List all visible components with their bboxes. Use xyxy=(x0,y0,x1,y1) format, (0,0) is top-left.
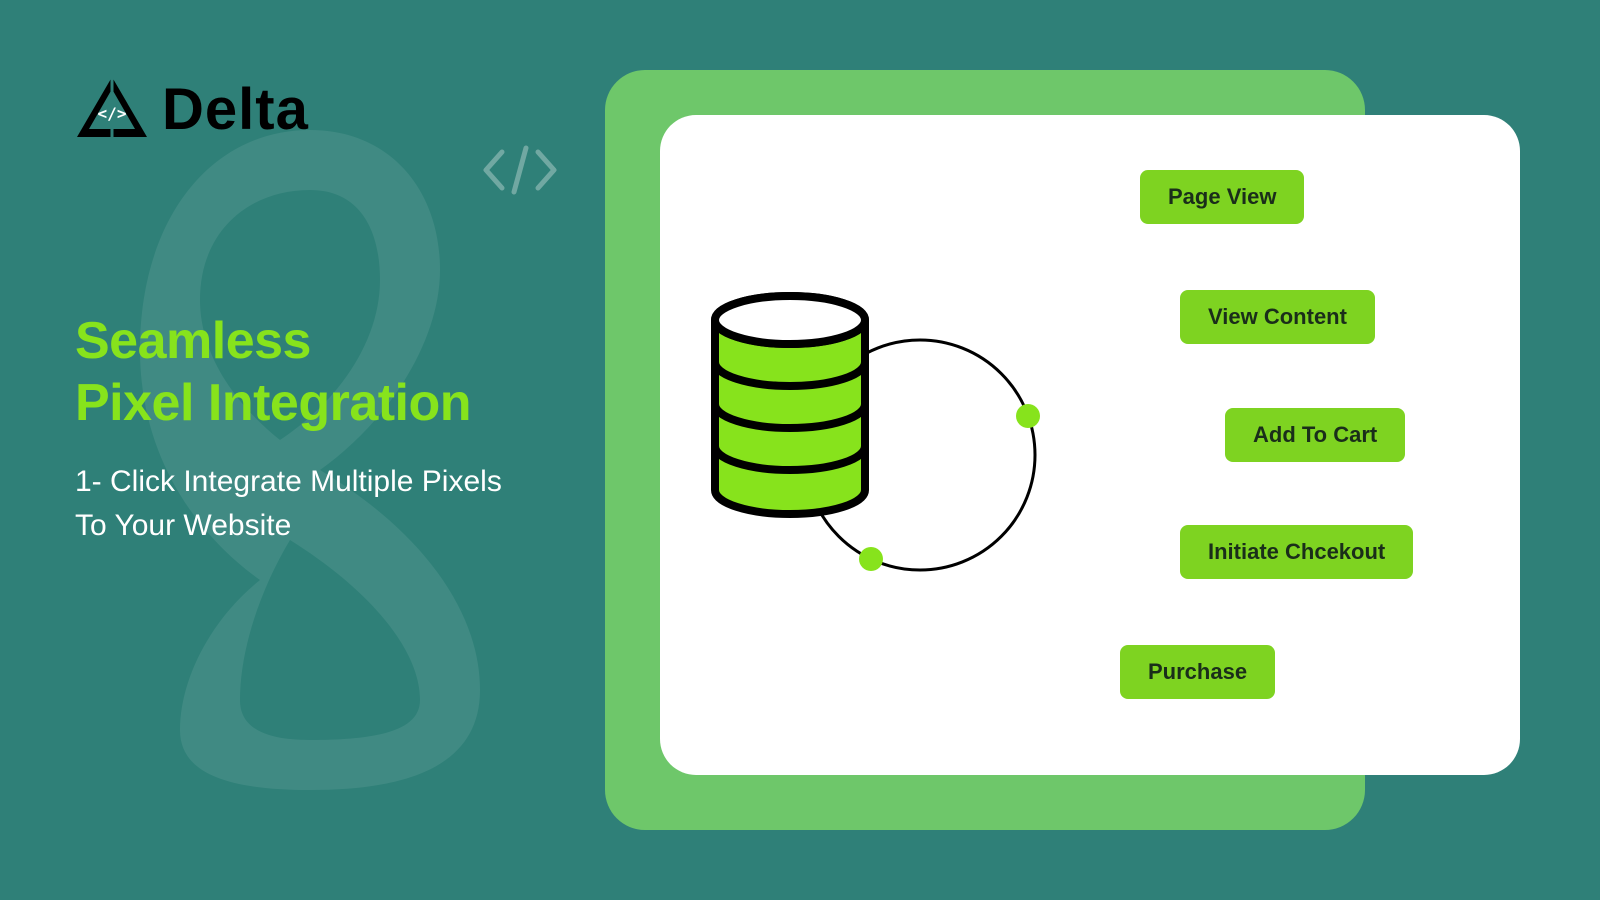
tag-view-content: View Content xyxy=(1180,290,1375,344)
headline: Seamless Pixel Integration xyxy=(75,310,471,435)
subtext: 1- Click Integrate Multiple Pixels To Yo… xyxy=(75,460,502,547)
logo-text: Delta xyxy=(162,76,309,143)
headline-line-1: Seamless xyxy=(75,310,471,372)
svg-text:</>: </> xyxy=(98,104,127,123)
tag-page-view: Page View xyxy=(1140,170,1304,224)
logo-triangle-icon: </> xyxy=(75,75,150,143)
watermark-delta-icon xyxy=(60,100,560,800)
code-bracket-icon xyxy=(480,140,560,200)
tag-add-to-cart: Add To Cart xyxy=(1225,408,1405,462)
subtext-line-2: To Your Website xyxy=(75,504,502,548)
tag-initiate-checkout: Initiate Chcekout xyxy=(1180,525,1413,579)
brand-logo: </> Delta xyxy=(75,75,309,143)
database-orbit-icon xyxy=(690,280,1060,620)
tag-purchase: Purchase xyxy=(1120,645,1275,699)
headline-line-2: Pixel Integration xyxy=(75,372,471,434)
subtext-line-1: 1- Click Integrate Multiple Pixels xyxy=(75,460,502,504)
